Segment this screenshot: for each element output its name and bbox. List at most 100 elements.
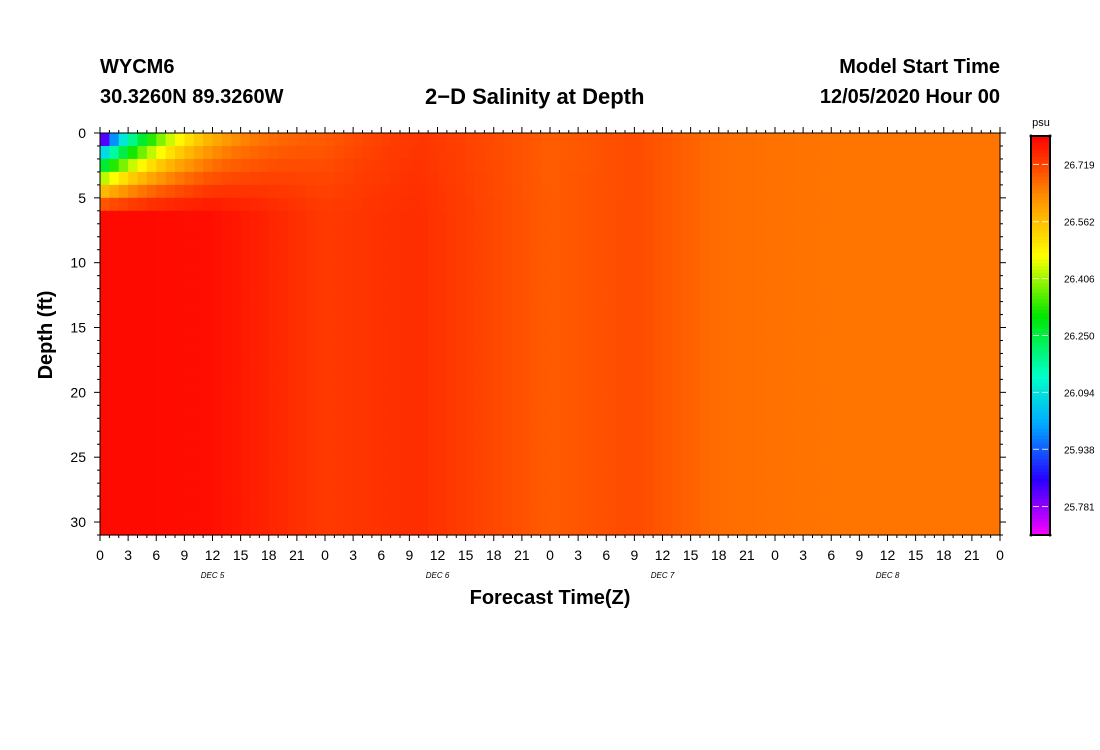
heatmap-cell [128,405,139,419]
heatmap-cell [259,145,270,160]
heatmap-cell [250,184,260,199]
heatmap-cell [212,405,223,419]
heatmap-cell [381,184,392,199]
heatmap-cell [700,496,710,510]
heatmap-cell [831,392,842,406]
heatmap-cell [484,197,495,212]
heatmap-cell [700,314,710,329]
heatmap-cell [878,223,889,238]
heatmap-cell [831,262,842,277]
heatmap-cell [296,223,307,238]
heatmap-cell [653,158,664,173]
heatmap-cell [465,379,476,393]
heatmap-cell [362,392,373,406]
heatmap-cell [400,431,410,445]
heatmap-cell [868,509,879,523]
heatmap-cell [896,431,907,445]
heatmap-cell [606,431,617,445]
heatmap-cell [400,275,410,290]
heatmap-cell [212,223,223,238]
heatmap-cell [156,184,167,199]
colorbar-segment [1031,451,1050,456]
heatmap-cell [418,249,429,264]
heatmap-cell [793,483,804,497]
heatmap-cell [906,470,917,484]
heatmap-cell [596,379,607,393]
heatmap-cell [756,470,767,484]
heatmap-cell [840,366,851,380]
heatmap-cell [981,262,992,277]
heatmap-cell [793,262,804,277]
day-label: DEC 7 [651,571,675,580]
heatmap-cell [418,522,429,536]
heatmap-cell [568,340,579,355]
heatmap-cell [700,197,710,212]
heatmap-cell [540,314,551,329]
heatmap-cell [896,470,907,484]
heatmap-cell [653,197,664,212]
heatmap-cell [878,262,889,277]
heatmap-cell [925,496,935,510]
heatmap-cell [325,327,335,342]
heatmap-cell [400,210,410,225]
heatmap-cell [465,470,476,484]
heatmap-cell [737,470,748,484]
heatmap-cell [540,145,551,160]
colorbar-segment [1031,425,1050,430]
heatmap-cell [568,444,579,458]
heatmap-cell [568,262,579,277]
heatmap-cell [175,314,185,329]
heatmap-cell [981,288,992,303]
heatmap-cell [390,496,401,510]
colorbar-segment [1031,199,1050,204]
heatmap-cell [193,496,204,510]
colorbar-segment [1031,222,1050,227]
heatmap-cell [184,197,195,212]
heatmap-cell [812,392,823,406]
heatmap-cell [240,158,251,173]
heatmap-cell [746,171,757,186]
heatmap-cell [146,133,157,147]
heatmap-cell [746,262,757,277]
heatmap-cell [203,366,214,380]
heatmap-cell [606,483,617,497]
heatmap-cell [287,327,298,342]
heatmap-cell [521,275,532,290]
heatmap-cell [540,444,551,458]
heatmap-cell [278,262,289,277]
heatmap-cell [971,522,982,536]
heatmap-cell [212,314,223,329]
heatmap-cell [221,340,232,355]
heatmap-cell [671,210,682,225]
heatmap-cell [184,236,195,251]
heatmap-cell [943,509,954,523]
heatmap-cell [718,444,729,458]
heatmap-cell [653,236,664,251]
heatmap-cell [109,236,120,251]
heatmap-cell [231,197,242,212]
heatmap-cell [868,236,879,251]
heatmap-cell [137,483,148,497]
heatmap-cell [925,327,935,342]
heatmap-cell [334,210,345,225]
heatmap-cell [446,340,457,355]
heatmap-cell [718,223,729,238]
colorbar-segment [1031,375,1050,380]
heatmap-cell [531,158,542,173]
heatmap-cell [381,314,392,329]
colorbar-segment [1031,382,1050,386]
heatmap-cell [990,145,1001,160]
heatmap-cell [287,262,298,277]
heatmap-cell [887,496,898,510]
heatmap-cell [212,444,223,458]
heatmap-cell [484,262,495,277]
heatmap-cell [587,405,598,419]
heatmap-cell [428,392,439,406]
heatmap-cell [915,366,926,380]
heatmap-cell [634,288,645,303]
heatmap-cell [165,470,176,484]
heatmap-cell [718,133,729,147]
heatmap-cell [240,444,251,458]
heatmap-cell [240,314,251,329]
